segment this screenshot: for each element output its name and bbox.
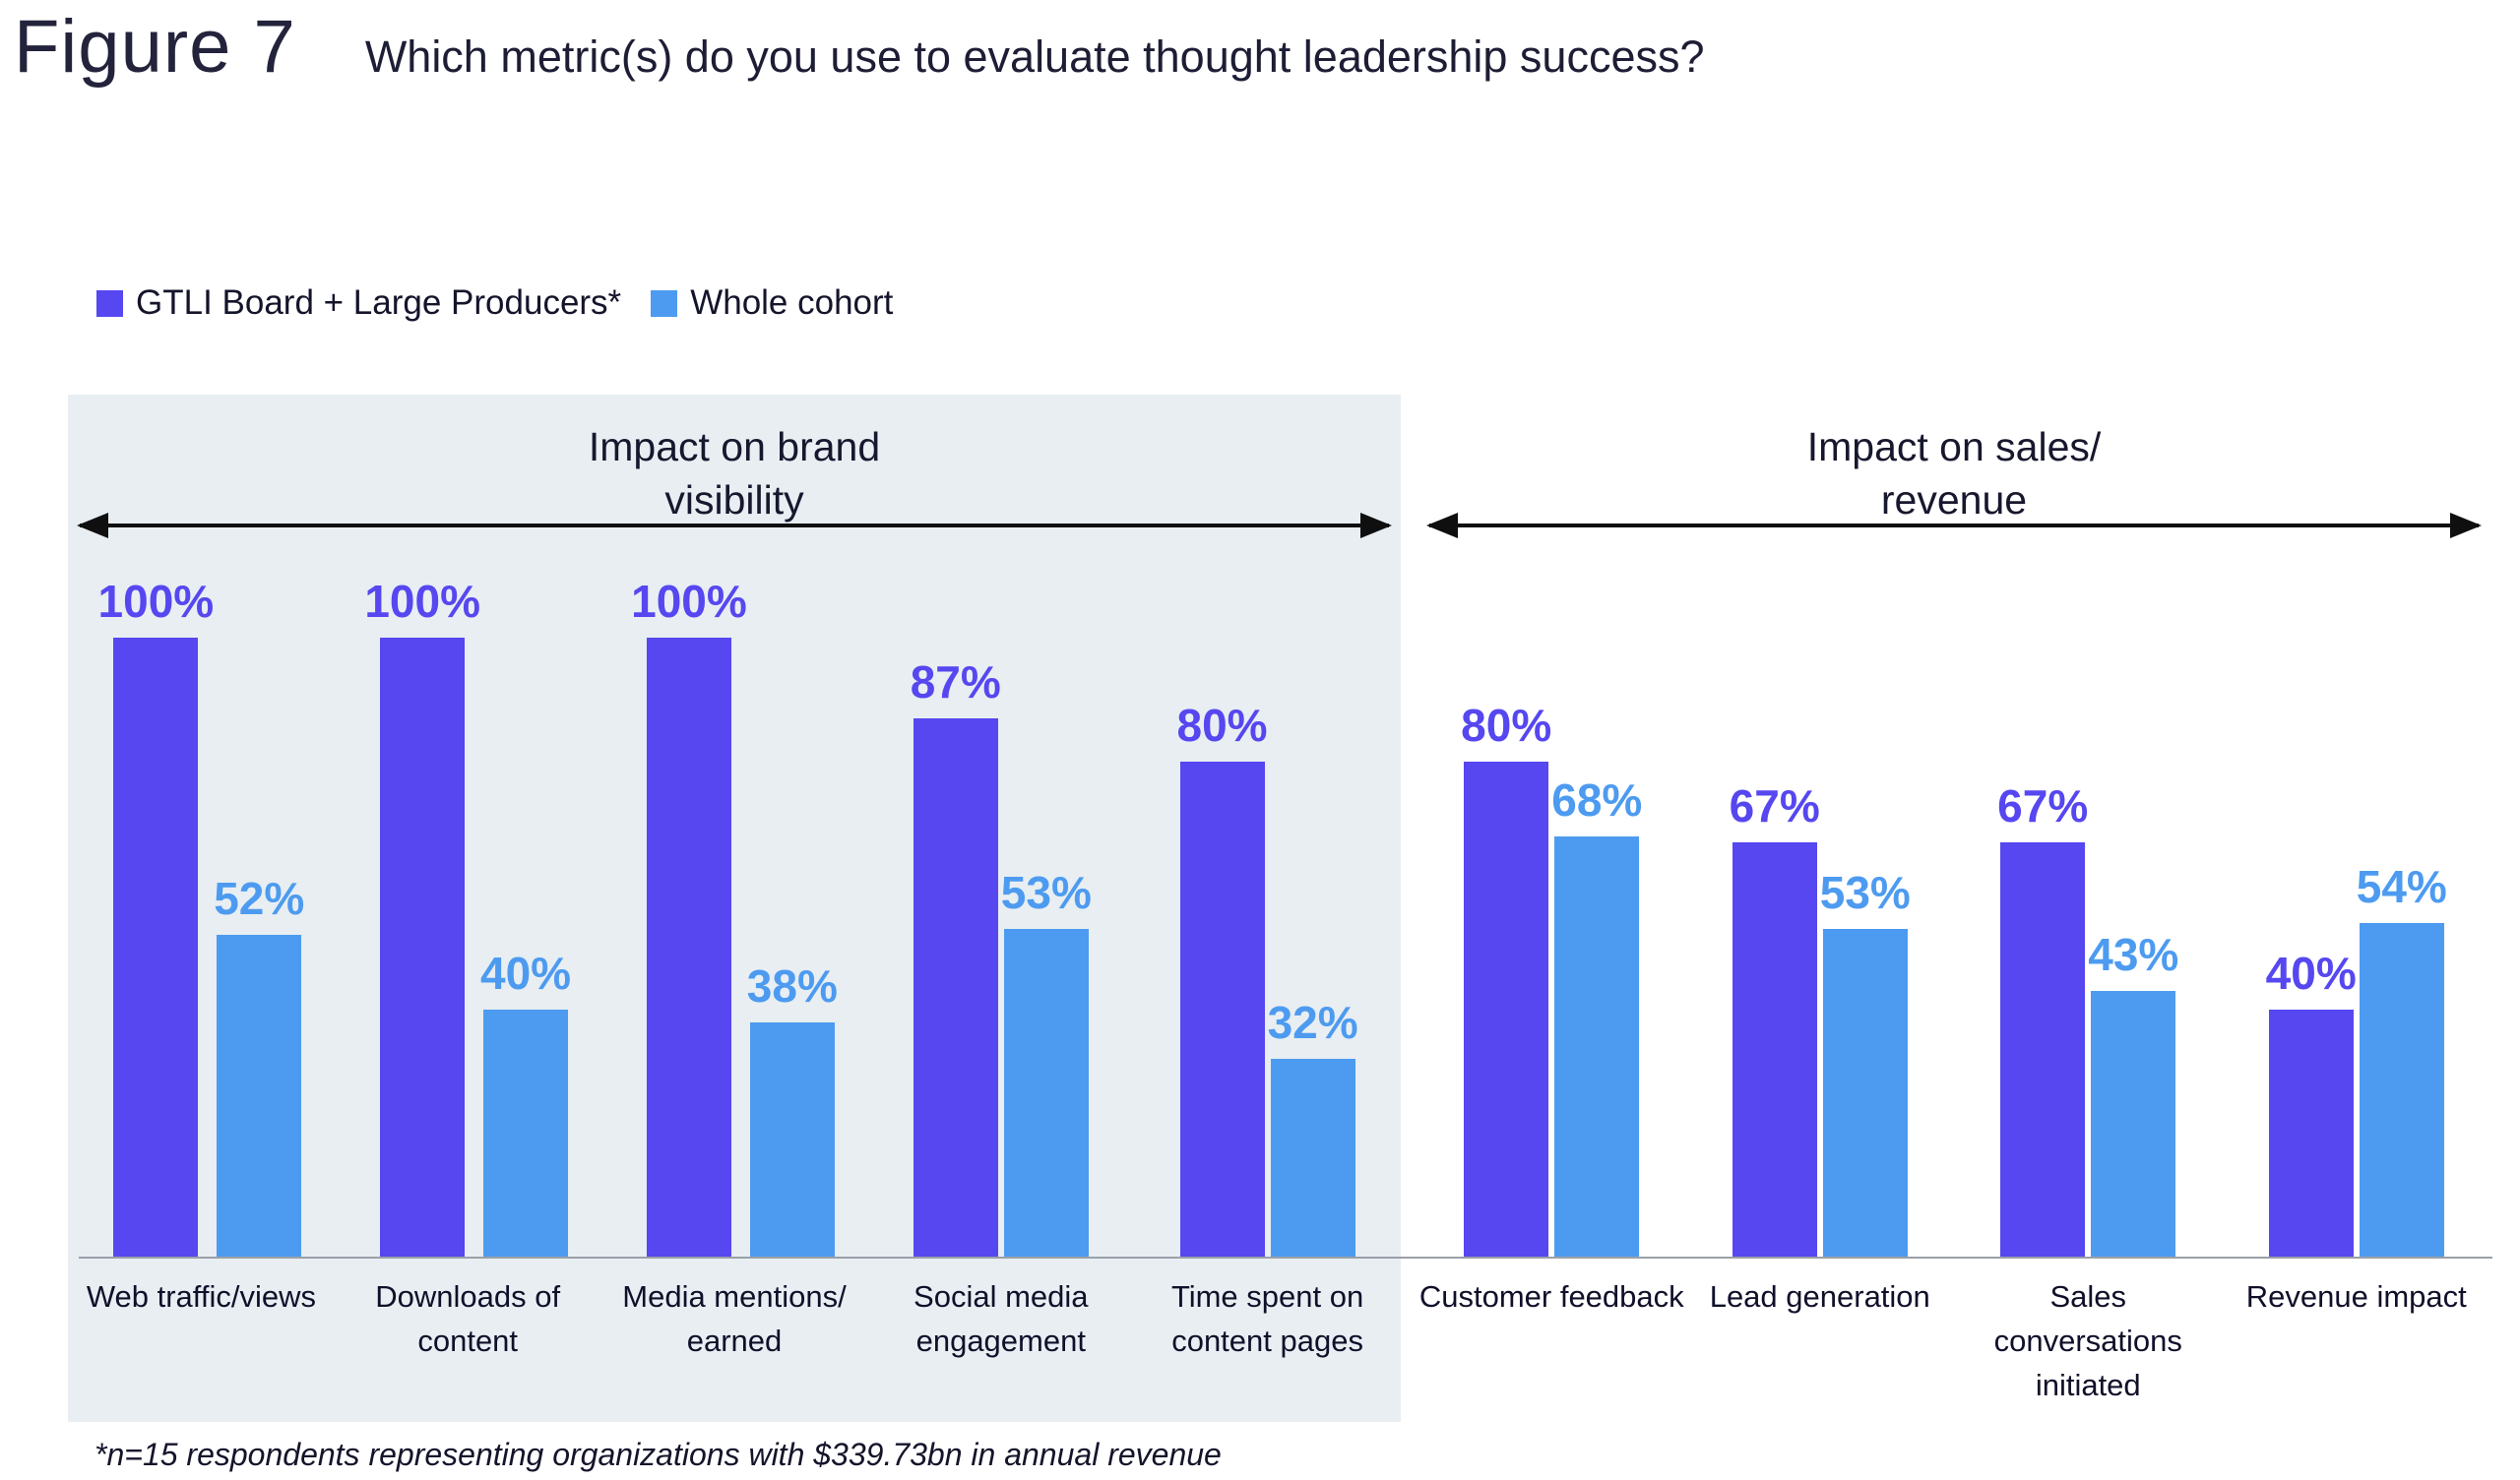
bar-board [646,638,731,1258]
section-title-brand-visibility: Impact on brand visibility [588,424,881,524]
category-label: Revenue impact [2245,1279,2467,1314]
value-label-board: 67% [1997,780,2089,832]
bar-board [380,638,466,1258]
value-label-board: 80% [1461,700,1552,751]
bar-board [1179,762,1265,1258]
value-label-cohort: 53% [1819,867,1911,918]
x-axis-baseline [79,1257,2492,1259]
bar-group: 80% 32% [1134,699,1401,1258]
bar-cohort [1822,929,1908,1258]
value-label-cohort: 43% [2088,929,2179,980]
bar-cohort [1270,1059,1355,1258]
category-label: Web traffic/views [86,1279,316,1314]
bar-board [1732,842,1817,1258]
legend-swatch-board [96,289,123,317]
legend-label-board: GTLI Board + Large Producers* [136,283,622,322]
section-sales-revenue: Impact on sales/ revenue 80% 68% [1418,395,2490,1422]
category-label: Customer feedback [1418,1279,1684,1314]
category-labels-right: Customer feedback Lead generation Sales … [1418,1275,2490,1408]
figure-header: Figure 7 Which metric(s) do you use to e… [14,4,1705,90]
footnote: *n=15 respondents representing organizat… [94,1437,1222,1472]
bar-cohort [1003,929,1089,1258]
bar-cohort [749,1022,835,1258]
value-label-cohort: 40% [479,948,572,999]
bar-cohort [2091,991,2176,1258]
category-label: Social media engagement [914,1279,1089,1358]
value-label-cohort: 53% [1000,867,1092,918]
value-label-cohort: 32% [1267,997,1358,1048]
bar-group: 87% 53% [867,655,1134,1258]
bar-board [113,638,199,1258]
section-title-sales-revenue: Impact on sales/ revenue [1806,424,2102,524]
value-label-cohort: 68% [1551,774,1643,826]
legend-item-board: GTLI Board + Large Producers* [96,283,621,323]
value-label-board: 100% [97,576,215,627]
value-label-board: 67% [1729,780,1820,832]
bar-group: 40% 54% [2223,860,2491,1258]
section-range-arrow [80,524,1389,527]
category-label: Time spent on content pages [1170,1279,1364,1358]
figure-title: Which metric(s) do you use to evaluate t… [364,31,1705,82]
category-label: Downloads of content [375,1279,561,1358]
category-label: Lead generation [1709,1279,1930,1314]
bar-board [2268,1010,2354,1258]
legend-item-cohort: Whole cohort [651,283,893,323]
bar-group: 80% 68% [1418,699,1686,1258]
value-label-cohort: 52% [214,873,305,924]
section-brand-visibility: Impact on brand visibility 100% 52% [68,395,1401,1422]
bar-group: 67% 43% [1954,779,2223,1258]
bar-group: 100% 38% [601,575,868,1258]
bar-groups-right: 80% 68% 67% 53% [1418,395,2490,1258]
bar-group: 67% 53% [1686,779,1955,1258]
bar-cohort [2359,923,2444,1258]
value-label-board: 100% [631,576,747,627]
value-label-board: 40% [2265,948,2357,999]
bar-board [913,718,998,1258]
category-label: Media mentions/ earned [622,1279,847,1358]
bar-cohort [1554,836,1640,1258]
value-label-cohort: 54% [2356,861,2447,912]
value-label-board: 100% [364,576,480,627]
legend-label-cohort: Whole cohort [690,283,894,322]
legend-swatch-cohort [651,289,678,317]
bar-cohort [217,935,302,1258]
category-labels-left: Web traffic/views Downloads of content M… [68,1275,1401,1364]
bar-groups-left: 100% 52% 100% 40% [68,395,1401,1258]
bar-board [1464,762,1549,1258]
bar-group: 100% 52% [68,575,335,1258]
category-label: Sales conversations initiated [1993,1279,2182,1402]
value-label-cohort: 38% [746,960,838,1012]
section-range-arrow [1429,524,2479,527]
bar-group: 100% 40% [335,575,601,1258]
value-label-board: 80% [1176,700,1268,751]
figure-label: Figure 7 [14,5,296,89]
value-label-board: 87% [910,656,1001,708]
bar-cohort [483,1010,569,1258]
legend: GTLI Board + Large Producers* Whole coho… [96,283,893,323]
bar-board [2000,842,2086,1258]
